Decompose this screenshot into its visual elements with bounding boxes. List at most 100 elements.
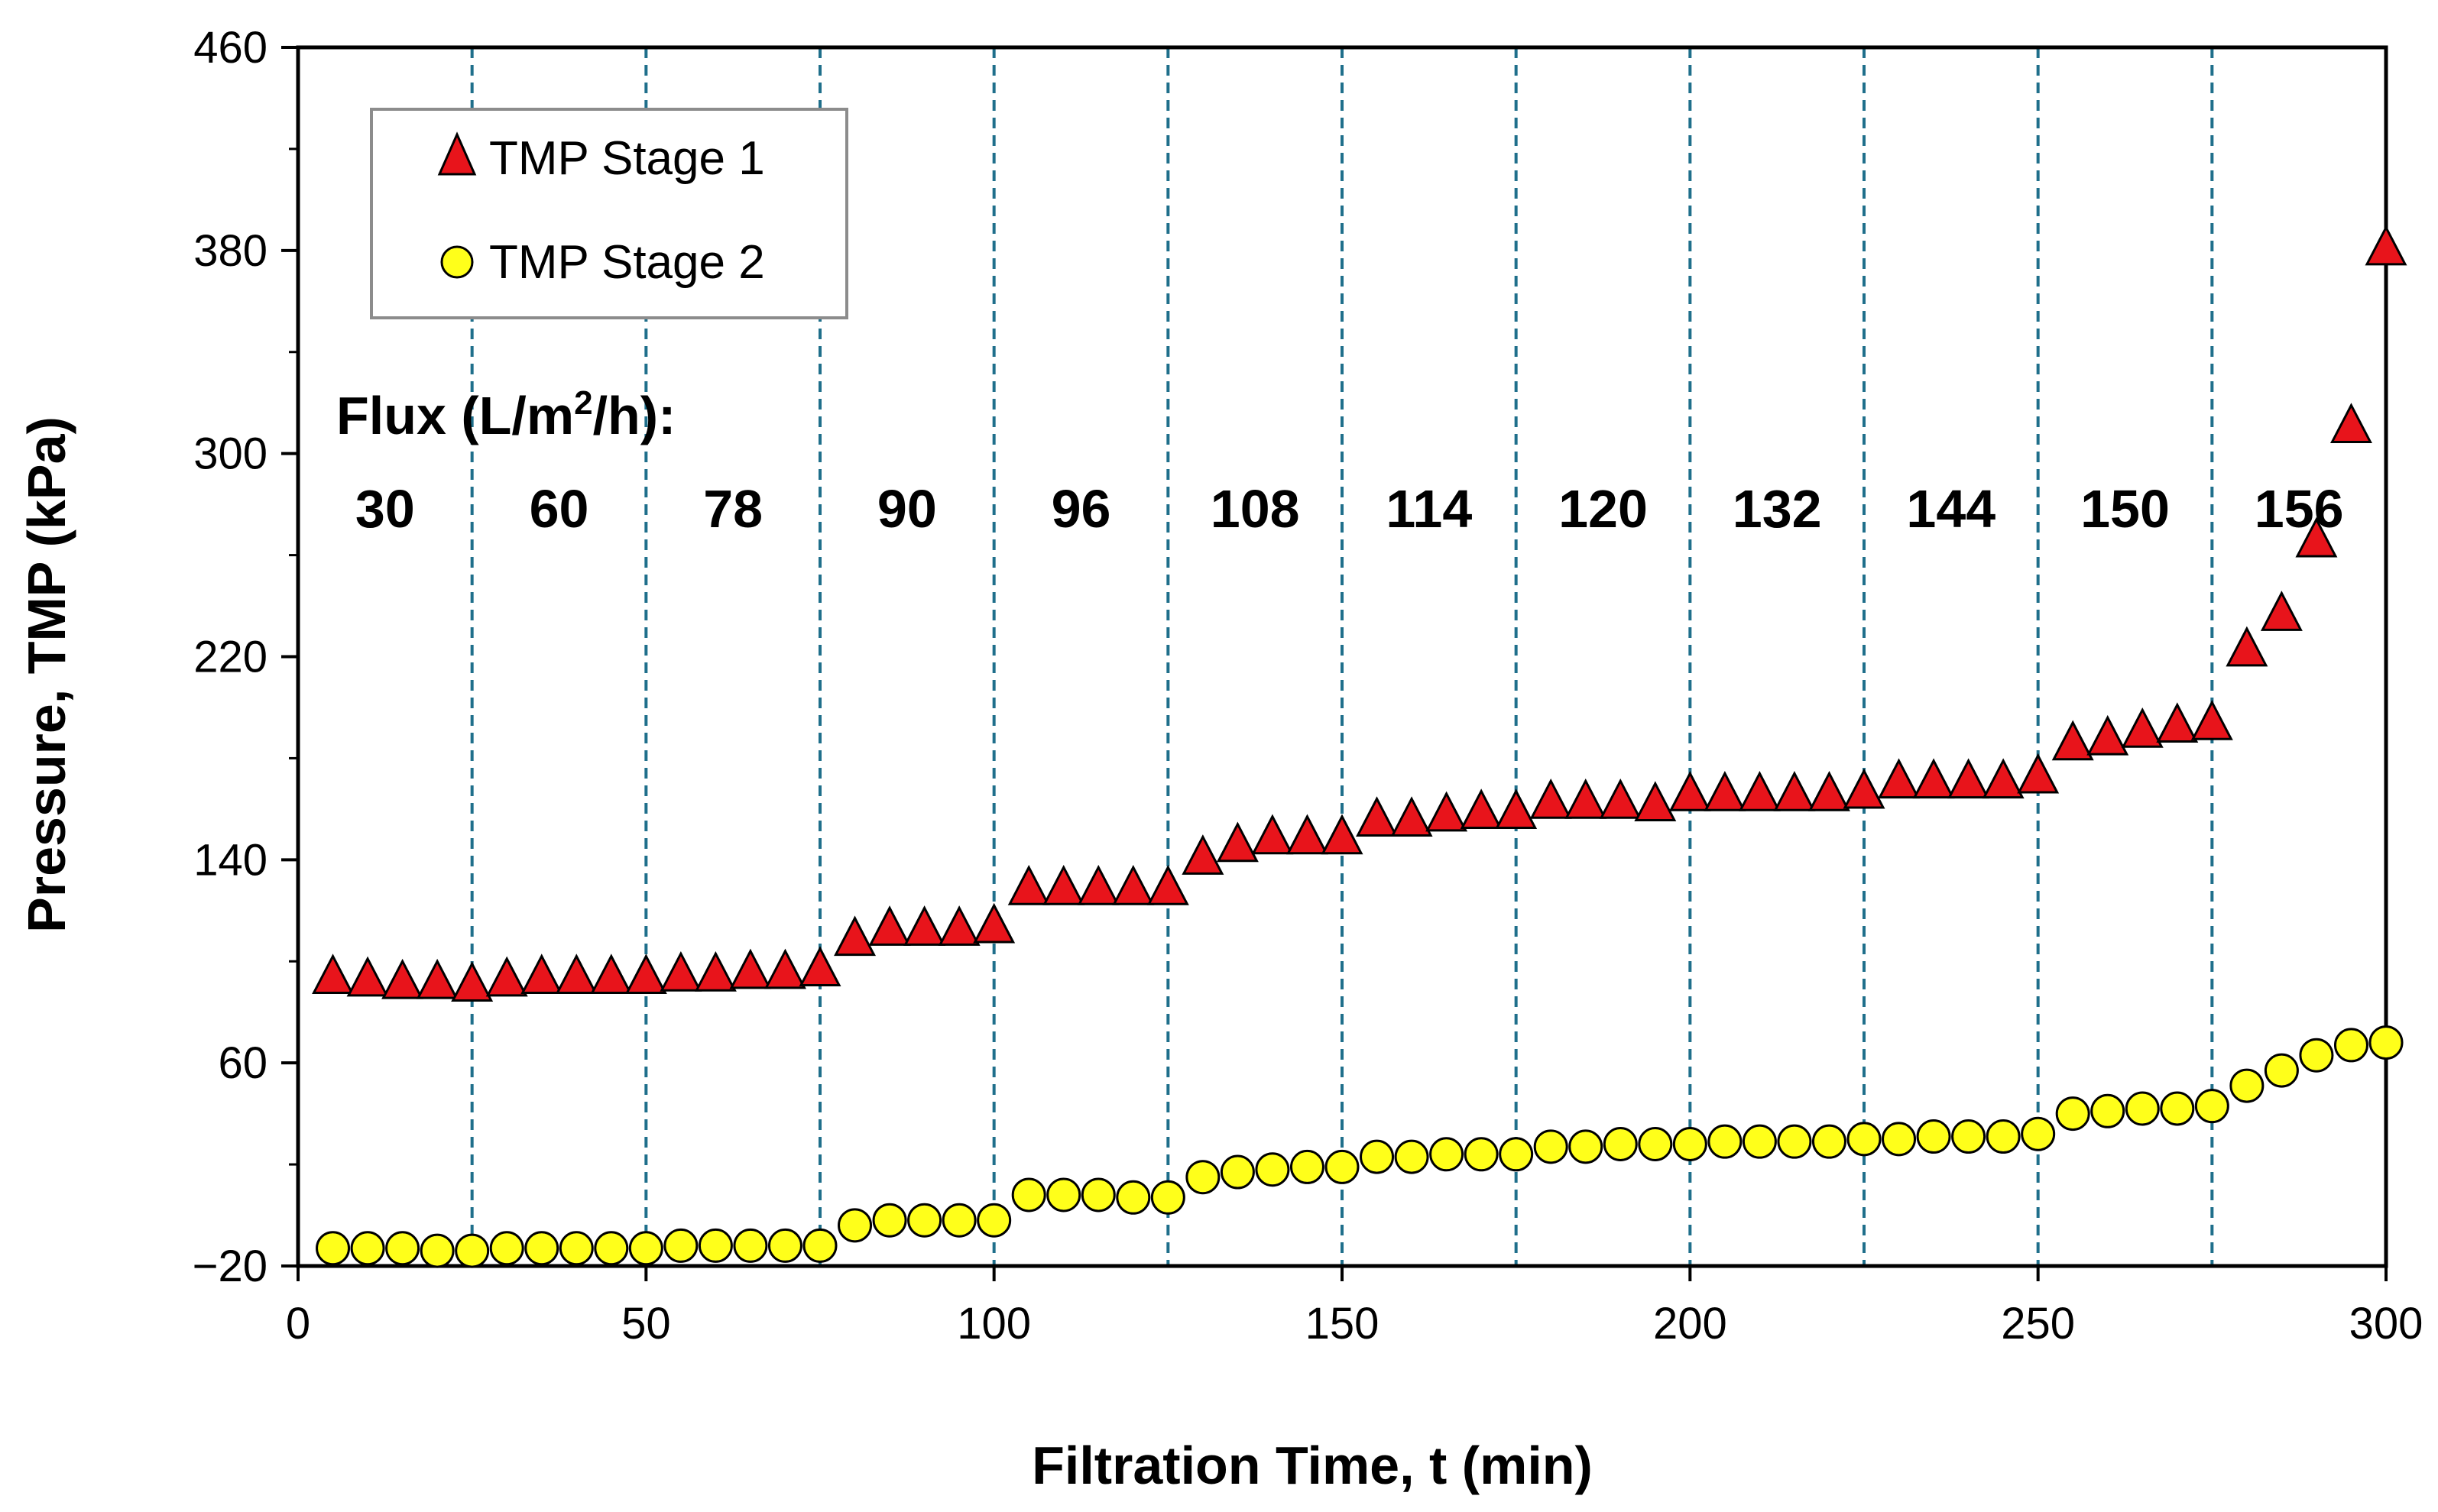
stage-1-point <box>2121 707 2164 748</box>
stage-2-point <box>1533 1129 1568 1164</box>
stage-2-point <box>594 1231 629 1266</box>
stage-1-point <box>1599 778 1642 819</box>
stage-1-point <box>312 953 355 995</box>
flux-value-label: 150 <box>2080 479 2170 539</box>
stage-1-point <box>2190 699 2233 740</box>
y-tick-label: 140 <box>193 835 267 885</box>
stage-2-point <box>1360 1139 1395 1174</box>
stage-1-point <box>2365 225 2407 266</box>
stage-1-point <box>1182 834 1224 875</box>
stage-1-point <box>416 958 459 999</box>
x-tick-label: 50 <box>621 1299 671 1348</box>
stage-2-point <box>2160 1091 2195 1126</box>
flux-value-label: 96 <box>1052 479 1111 539</box>
flux-header-prefix: Flux (L/m <box>336 386 574 445</box>
stage-1-point <box>1321 814 1363 855</box>
stage-1-point <box>1495 788 1538 830</box>
stage-2-point <box>2368 1025 2404 1060</box>
legend: TMP Stage 1 TMP Stage 2 <box>370 108 848 319</box>
x-tick-label: 200 <box>1653 1299 1727 1348</box>
stage-1-point <box>1564 778 1607 819</box>
stage-2-point <box>2229 1068 2265 1103</box>
stage-2-point <box>1916 1119 1951 1154</box>
stage-1-point <box>799 946 841 987</box>
stage-1-point <box>1668 771 1711 811</box>
stage-1-point <box>555 953 598 995</box>
stage-2-point <box>1603 1127 1638 1161</box>
stage-2-point <box>838 1208 873 1243</box>
flux-values: 30 60 78 90 96 108 114 120 132 144 150 156 <box>355 479 2344 539</box>
stage-2-point <box>1464 1137 1499 1172</box>
stage-2-point <box>524 1231 559 1266</box>
y-tick-label: −20 <box>193 1242 267 1291</box>
stage-2-point <box>1777 1124 1812 1159</box>
stage-2-point <box>733 1228 768 1263</box>
flux-value-label: 90 <box>877 479 937 539</box>
stage-2-point <box>1742 1124 1777 1159</box>
stage-1-point <box>2086 714 2129 756</box>
stage-1-point <box>1982 758 2025 799</box>
stage-1-point <box>868 905 911 946</box>
flux-value-label: 132 <box>1733 479 1822 539</box>
flux-header: Flux (L/m2/h): <box>336 384 676 445</box>
stage-1-point <box>1007 864 1050 905</box>
stage-2-point <box>1081 1177 1116 1213</box>
stage-1-point <box>834 915 877 957</box>
flux-value-label: 120 <box>1558 479 1648 539</box>
stage-1-point <box>1285 814 1328 855</box>
stage-1-point <box>694 950 737 992</box>
stage-2-point <box>559 1231 594 1266</box>
legend-marker-circle <box>440 245 474 279</box>
flux-value-label: 78 <box>703 479 763 539</box>
y-tick-label: 220 <box>193 633 267 682</box>
stage-2-point <box>1707 1124 1743 1159</box>
stage-1-point <box>1912 758 1955 799</box>
stage-2-point <box>385 1231 420 1266</box>
stage-2-point <box>489 1231 524 1266</box>
stage-2-point <box>2090 1093 2125 1128</box>
stage-2-point <box>942 1203 977 1238</box>
stage-2-point <box>663 1228 699 1263</box>
stage-2-point <box>1116 1180 1151 1215</box>
stage-1-point <box>903 905 946 946</box>
plot-area-frame <box>296 45 2388 1268</box>
flux-value-label: 156 <box>2255 479 2344 539</box>
stage-2-point <box>316 1231 351 1266</box>
stage-2-point <box>1185 1160 1221 1195</box>
x-tick-label: 100 <box>957 1299 1031 1348</box>
stage-2-point <box>1882 1122 1917 1157</box>
stage-2-point <box>2125 1091 2160 1126</box>
stage-2-point <box>1499 1137 1534 1172</box>
stage-1-point <box>1807 771 1850 811</box>
x-tick-label: 250 <box>2001 1299 2075 1348</box>
stage-1-point <box>1947 758 1990 799</box>
stage-2-point <box>1811 1124 1846 1159</box>
stage-2-point <box>1011 1177 1046 1213</box>
stage-2-point <box>698 1228 733 1263</box>
y-tick-label: 300 <box>193 429 267 479</box>
stage-1-point <box>2329 403 2372 443</box>
stage-2-point <box>872 1203 907 1238</box>
stage-1-point <box>590 953 633 995</box>
stage-2-point <box>2333 1028 2368 1063</box>
stage-1-point <box>485 956 528 997</box>
flux-value-label: 108 <box>1211 479 1300 539</box>
stage-1-point <box>346 956 389 997</box>
stage-1-point <box>1356 796 1399 837</box>
stage-1-point <box>1460 788 1503 830</box>
flux-header-superscript: 2 <box>574 384 592 422</box>
stage-1-point <box>1112 864 1155 905</box>
x-tick-label: 0 <box>286 1299 310 1348</box>
stage-2-point <box>1672 1127 1707 1161</box>
legend-marker-triangle <box>437 131 477 176</box>
x-tick-label: 300 <box>2349 1299 2423 1348</box>
stage-1-point <box>2226 626 2268 667</box>
stage-1-point <box>1878 758 1921 799</box>
stage-1-point <box>1216 821 1259 863</box>
y-tick-label: 60 <box>218 1038 267 1088</box>
flux-value-label: 60 <box>530 479 589 539</box>
stage-1-point <box>2260 591 2303 631</box>
stage-2-point <box>2021 1116 2056 1151</box>
stage-1-point <box>1634 781 1677 822</box>
